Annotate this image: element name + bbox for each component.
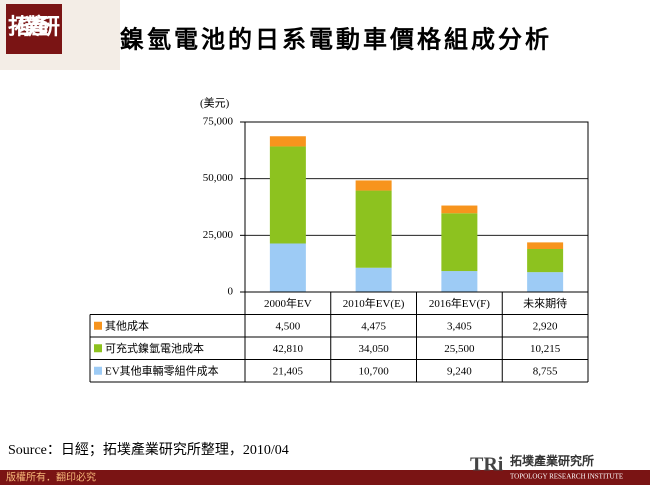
bar-segment xyxy=(441,213,478,272)
bar-segment xyxy=(441,205,478,214)
y-axis-label: (美元) xyxy=(200,97,230,110)
bar-segment xyxy=(269,146,306,244)
x-tick-label: 2016年EV(F) xyxy=(429,296,490,310)
table-value: 42,810 xyxy=(273,343,304,355)
table-value: 8,755 xyxy=(533,365,558,377)
bar-segment xyxy=(527,249,564,273)
bar-segment xyxy=(441,271,478,292)
legend-swatch xyxy=(94,321,102,330)
brand-name: 拓墣產業研究所 xyxy=(510,453,594,468)
brand-mark: TRi xyxy=(470,454,504,476)
footer-bar xyxy=(0,470,650,485)
table-value: 4,475 xyxy=(361,320,386,332)
table-value: 2,920 xyxy=(533,320,558,332)
table-value: 10,700 xyxy=(359,365,390,377)
x-tick-label: 2000年EV xyxy=(264,296,312,310)
bar-segment xyxy=(355,190,392,268)
copyright: 版權所有．翻印必究 xyxy=(6,470,96,483)
table-value: 25,500 xyxy=(444,343,475,355)
table-value: 4,500 xyxy=(276,320,301,332)
bar-segment xyxy=(355,180,392,191)
brand-en: TOPOLOGY RESEARCH INSTITUTE xyxy=(510,473,623,481)
y-tick-label: 25,000 xyxy=(203,229,234,241)
y-tick-label: 50,000 xyxy=(203,172,234,184)
legend-swatch xyxy=(94,344,102,353)
x-tick-label: 未來期待 xyxy=(523,296,567,310)
bar-segment xyxy=(355,267,392,292)
y-tick-label: 0 xyxy=(228,286,234,298)
legend-swatch xyxy=(94,366,102,375)
logo: 拓墣產研 xyxy=(8,14,60,39)
table-value: 9,240 xyxy=(447,365,472,377)
source: Source：日經；拓墣產業研究所整理，2010/04 xyxy=(8,441,289,458)
bar-segment xyxy=(527,242,564,250)
bar-segment xyxy=(269,243,306,292)
y-tick-label: 75,000 xyxy=(203,116,234,128)
legend-label: 其他成本 xyxy=(105,318,149,332)
logo-box xyxy=(6,4,62,54)
table-value: 34,050 xyxy=(359,343,390,355)
chart-title: 鎳氫電池的日系電動車價格組成分析 xyxy=(120,26,552,54)
table-value: 10,215 xyxy=(530,343,561,355)
bar-segment xyxy=(527,272,564,292)
legend-label: 可充式鎳氫電池成本 xyxy=(105,341,204,355)
x-tick-label: 2010年EV(E) xyxy=(343,296,405,310)
table-value: 3,405 xyxy=(447,320,472,332)
table-value: 21,405 xyxy=(273,365,304,377)
bar-segment xyxy=(269,136,306,147)
legend-label: EV其他車輛零組件成本 xyxy=(105,363,219,377)
